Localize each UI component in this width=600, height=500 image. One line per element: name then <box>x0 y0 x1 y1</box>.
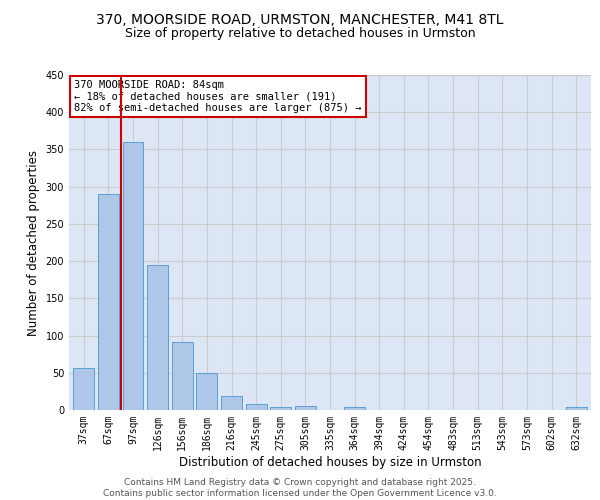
Bar <box>566 407 587 410</box>
Text: 370, MOORSIDE ROAD, URMSTON, MANCHESTER, M41 8TL: 370, MOORSIDE ROAD, URMSTON, MANCHESTER,… <box>96 12 504 26</box>
Bar <box>270 407 291 410</box>
Y-axis label: Number of detached properties: Number of detached properties <box>27 150 40 336</box>
Bar <box>73 368 94 410</box>
Bar <box>122 142 143 410</box>
Bar <box>295 406 316 410</box>
Bar <box>172 342 193 410</box>
X-axis label: Distribution of detached houses by size in Urmston: Distribution of detached houses by size … <box>179 456 481 468</box>
Bar <box>147 265 168 410</box>
Bar <box>196 373 217 410</box>
Text: Contains HM Land Registry data © Crown copyright and database right 2025.
Contai: Contains HM Land Registry data © Crown c… <box>103 478 497 498</box>
Bar <box>221 396 242 410</box>
Bar <box>245 404 266 410</box>
Bar <box>344 407 365 410</box>
Text: Size of property relative to detached houses in Urmston: Size of property relative to detached ho… <box>125 28 475 40</box>
Bar <box>98 194 119 410</box>
Text: 370 MOORSIDE ROAD: 84sqm
← 18% of detached houses are smaller (191)
82% of semi-: 370 MOORSIDE ROAD: 84sqm ← 18% of detach… <box>74 80 362 113</box>
